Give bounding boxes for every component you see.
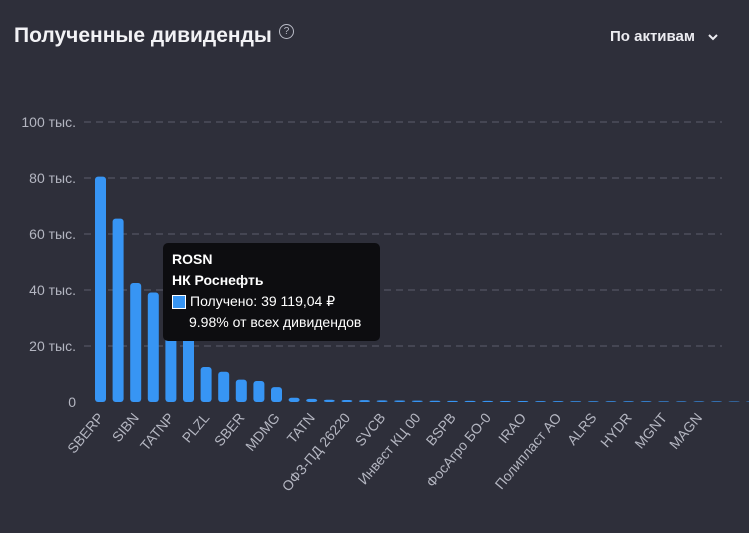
bar[interactable]: [570, 401, 582, 402]
bar[interactable]: [640, 401, 652, 402]
bar[interactable]: [587, 401, 599, 402]
bar[interactable]: [728, 401, 740, 402]
bar[interactable]: [323, 399, 335, 402]
x-tick-label: TATN: [284, 410, 318, 447]
x-tick-label: IRAO: [495, 410, 529, 447]
y-tick-label: 20 тыс.: [29, 338, 76, 354]
bar[interactable]: [746, 401, 749, 402]
x-tick-label: MAGN: [666, 410, 705, 452]
bar[interactable]: [147, 292, 159, 402]
tooltip-company: НК Роснефть: [172, 272, 264, 288]
bar[interactable]: [306, 398, 318, 402]
bar[interactable]: [675, 401, 687, 402]
x-tick-label: HYDR: [597, 410, 635, 451]
bar[interactable]: [535, 401, 546, 402]
y-tick-label: 80 тыс.: [29, 170, 76, 186]
bar[interactable]: [693, 401, 705, 402]
grouping-dropdown-label: По активам: [610, 28, 695, 45]
bar[interactable]: [218, 371, 230, 402]
bar[interactable]: [429, 400, 441, 402]
grouping-dropdown[interactable]: По активам: [610, 28, 719, 45]
bar[interactable]: [235, 379, 247, 402]
bar[interactable]: [658, 401, 670, 402]
help-icon[interactable]: ?: [279, 24, 294, 39]
y-tick-label: 0: [68, 394, 76, 410]
tooltip-share: 9.98% от всех дивидендов: [189, 314, 362, 330]
bar[interactable]: [411, 400, 423, 402]
bar[interactable]: [711, 401, 722, 402]
bar[interactable]: [517, 401, 529, 402]
bar[interactable]: [130, 283, 142, 402]
x-tick-label: ФосАгро БО-0: [423, 409, 494, 490]
chart-tooltip: ROSN НК Роснефть Получено: 39 119,04 ₽ 9…: [163, 243, 380, 341]
bar[interactable]: [183, 323, 194, 402]
y-tick-label: 60 тыс.: [29, 226, 76, 242]
bar[interactable]: [288, 397, 300, 402]
bar[interactable]: [341, 400, 353, 402]
y-tick-label: 40 тыс.: [29, 282, 76, 298]
bar[interactable]: [552, 401, 564, 402]
x-tick-label: Полипласт АО: [492, 410, 565, 493]
tooltip-series-swatch: [172, 294, 186, 309]
bar[interactable]: [394, 400, 406, 402]
bar[interactable]: [271, 387, 282, 402]
bar[interactable]: [623, 401, 634, 402]
x-tick-label: MGNT: [631, 409, 670, 451]
x-tick-label: MDMG: [242, 410, 283, 454]
y-tick-label: 100 тыс.: [21, 114, 76, 130]
x-tick-label: TATNP: [137, 410, 177, 454]
x-tick-label: ALRS: [564, 410, 600, 448]
bar[interactable]: [605, 401, 617, 402]
x-tick-label: SBERP: [64, 410, 107, 457]
bar[interactable]: [499, 400, 511, 402]
bar[interactable]: [95, 176, 106, 402]
chevron-down-icon: [708, 33, 718, 40]
bar[interactable]: [376, 400, 388, 402]
x-tick-label: PLZL: [179, 409, 213, 445]
bar[interactable]: [359, 400, 370, 402]
bar[interactable]: [200, 367, 212, 402]
x-tick-label: SIBN: [109, 410, 142, 445]
x-tick-label: Инвест КЦ 00: [355, 409, 424, 487]
bar[interactable]: [253, 381, 265, 402]
bar[interactable]: [482, 400, 494, 402]
chart-header: Полученные дивиденды ? По активам: [0, 0, 749, 70]
bar[interactable]: [464, 400, 476, 402]
bar[interactable]: [447, 400, 458, 402]
tooltip-received: Получено: 39 119,04 ₽: [190, 293, 336, 309]
page-title: Полученные дивиденды: [14, 24, 272, 47]
bar[interactable]: [112, 218, 124, 402]
tooltip-ticker: ROSN: [172, 251, 213, 267]
